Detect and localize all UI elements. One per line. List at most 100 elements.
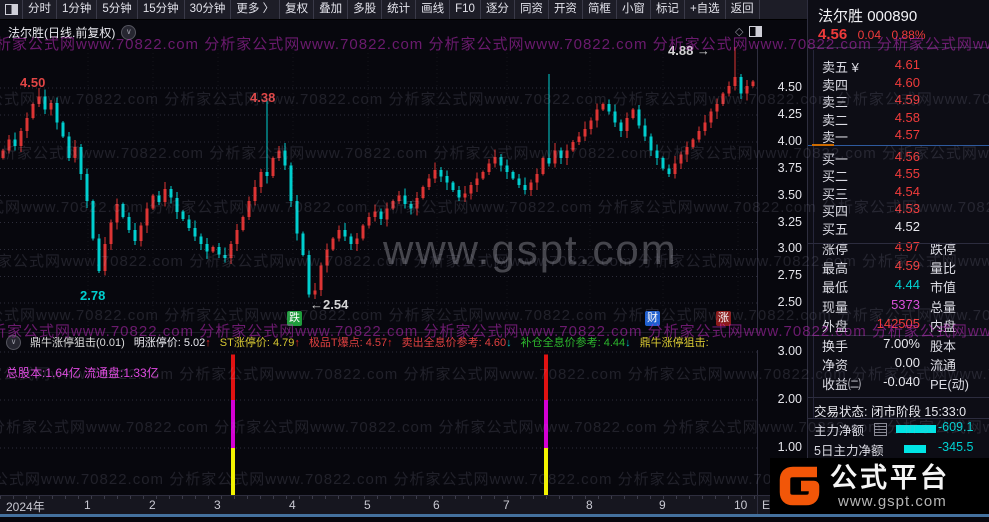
ask-level-1-label: 卖一: [822, 130, 849, 145]
stat-换手-value: 7.00%: [883, 336, 920, 351]
menu-item-画线[interactable]: 画线: [416, 0, 451, 19]
main-flow-value: -609.1: [938, 420, 974, 434]
divider: [813, 50, 814, 418]
price-axis-label: 4.50: [777, 80, 802, 94]
menu-item-标记[interactable]: 标记: [651, 0, 685, 19]
stat-收益㈡: 收益㈡ -0.040 PE(动): [808, 374, 989, 393]
stat-最低: 最低 4.44 市值: [808, 277, 989, 296]
stat-最高-label: 最高: [822, 261, 849, 277]
logo-text: 公式平台 www.gspt.com: [830, 463, 950, 510]
ask-level-1: 卖一 4.57: [808, 127, 989, 145]
menu-item-分时[interactable]: 分时: [23, 0, 57, 19]
axis-divider: [757, 496, 758, 515]
stat-现量-value: 5373: [891, 296, 920, 312]
price-axis-label: 2.75: [777, 268, 802, 283]
stat-现量-label: 现量: [822, 299, 849, 315]
ask-level-3-value: 4.59: [894, 92, 920, 107]
indicator-param: 鼎牛涨停狙击:: [639, 337, 709, 349]
stock-title: 法尔胜 000890: [818, 5, 917, 26]
indicator-svg: [0, 351, 757, 496]
split-window-icon[interactable]: [749, 26, 763, 37]
indicator-axis-label: 1.00: [777, 440, 802, 454]
chevron-down-icon[interactable]: ∨: [121, 24, 137, 40]
x-axis-month-label: 10: [734, 498, 748, 512]
chart-corner-tools: ◇: [735, 25, 763, 38]
ask-level-5-label: 卖五 ¥: [822, 60, 859, 75]
indicator-param: ST涨停价: 4.79↑: [219, 337, 300, 349]
share-capital-info: 总股本:1.64亿 流通盘:1.33亿: [6, 366, 159, 380]
bid-level-1-label: 买一: [822, 151, 849, 167]
menu-item-叠加[interactable]: 叠加: [314, 0, 349, 19]
logo-brand: 公式平台: [830, 462, 950, 493]
stat-外盘-label: 外盘: [822, 318, 849, 334]
stat-收益㈡-right-label: PE(动): [930, 377, 970, 392]
event-badge-财[interactable]: 财: [645, 311, 660, 326]
menu-item-30分钟[interactable]: 30分钟: [185, 0, 232, 19]
ask-level-2-label: 卖二: [822, 112, 849, 128]
event-badge-涨[interactable]: 涨: [716, 311, 731, 326]
main-flow-label: 主力净额: [814, 424, 865, 438]
trading-status: 交易状态: 闭市阶段 15:33:0: [814, 405, 967, 419]
price-axis-label: 3.00: [777, 241, 802, 256]
stat-涨停-value: 4.97: [894, 239, 920, 254]
ask-level-5-value: 4.61: [894, 57, 920, 72]
arrow-down-icon: ↓: [506, 337, 512, 349]
menu-item-小窗[interactable]: 小窗: [617, 0, 651, 19]
arrow-down-icon: ↓: [625, 337, 631, 349]
menu-item-更多 〉[interactable]: 更多 〉: [231, 0, 281, 19]
bid-ask-divider: [808, 145, 989, 146]
event-badge-跌[interactable]: 跌: [287, 311, 302, 326]
menu-item-简框[interactable]: 简框: [583, 0, 617, 19]
stat-涨停-label: 涨停: [822, 242, 849, 257]
window-bottom-border: [0, 514, 989, 517]
candlestick-chart[interactable]: 4.50 4.38 2.78 ←2.54 4.88 → 跌 财 涨: [0, 43, 757, 332]
divider: [808, 47, 989, 48]
indicator-param: 明涨停价: 5.02↑: [133, 337, 211, 349]
last-price: 4.56: [818, 26, 848, 43]
arrow-up-icon: ↑: [294, 337, 300, 349]
x-axis-month-label: 6: [433, 498, 440, 512]
candlestick-svg: [0, 45, 757, 332]
top-menu-bar: 分时 1分钟 5分钟 15分钟 30分钟 更多 〉复权 叠加 多股 统计 画线 F10 逐分 同资 开资简…: [0, 0, 807, 20]
indicator-panel[interactable]: 总股本:1.64亿 流通盘:1.33亿: [0, 350, 757, 496]
menu-item-F10[interactable]: F10: [450, 0, 481, 19]
flow5-bar: [904, 445, 926, 453]
main-flow-bar: [896, 425, 936, 433]
ask-level-4: 卖四 4.60: [808, 75, 989, 93]
divider: [808, 335, 989, 336]
menu-item-同资[interactable]: 同资: [515, 0, 549, 19]
price-axis-label: 3.50: [777, 187, 802, 202]
x-axis-month-label: 3: [214, 498, 221, 512]
gspt-logo[interactable]: 公式平台 www.gspt.com: [770, 458, 989, 514]
stat-净资-right-label: 流通: [930, 358, 957, 373]
price-axis-label: 4.25: [777, 106, 802, 121]
ask-level-3-label: 卖三: [822, 95, 849, 110]
price-change-pct: 0.88%: [891, 28, 926, 42]
menu-item-+自选[interactable]: +自选: [685, 0, 726, 19]
menu-item-开资[interactable]: 开资: [549, 0, 583, 19]
x-axis-month-label: 8: [586, 498, 593, 512]
bid-level-1: 买一 4.56: [808, 149, 989, 167]
bid-level-3-value: 4.54: [894, 183, 920, 199]
menu-item-返回[interactable]: 返回: [726, 0, 760, 19]
diamond-icon[interactable]: ◇: [735, 26, 744, 38]
price-axis: 4.50 4.25 4.00 3.75 3.50 3.25 3.00 2.75 2.50: [757, 45, 808, 332]
menu-item-统计[interactable]: 统计: [382, 0, 417, 19]
menu-item-逐分[interactable]: 逐分: [481, 0, 515, 19]
menu-item-15分钟[interactable]: 15分钟: [138, 0, 185, 19]
menu-item-1分钟[interactable]: 1分钟: [57, 0, 98, 19]
bid-ask-divider-accent: [812, 144, 834, 146]
detail-list-icon[interactable]: [874, 423, 887, 436]
ask-level-4-label: 卖四: [822, 77, 849, 93]
menu-item-5分钟[interactable]: 5分钟: [97, 0, 138, 19]
indicator-params: 鼎牛涨停狙击(0.01) 明涨停价: 5.02↑ ST涨停价: 4.79↑ 极品T爆点…: [30, 334, 709, 350]
chevron-down-icon[interactable]: ∨: [6, 334, 21, 350]
menu-item-复权[interactable]: 复权: [280, 0, 315, 19]
window-layout-icon[interactable]: [0, 0, 23, 19]
x-axis-end-label: E: [762, 498, 771, 512]
ask-level-2: 卖二 4.58: [808, 110, 989, 128]
chart-annotation: 4.50: [20, 75, 46, 90]
chart-title-row: 法尔胜(日线.前复权) ∨: [0, 19, 765, 45]
menu-item-多股[interactable]: 多股: [348, 0, 383, 19]
